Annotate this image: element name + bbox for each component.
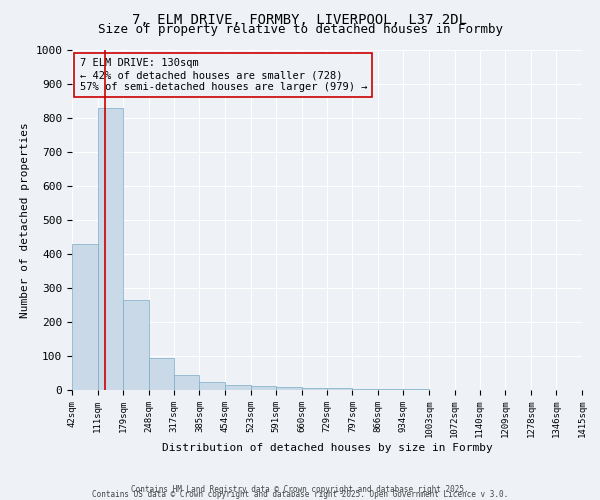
Bar bbox=[302, 388, 327, 390]
Bar bbox=[276, 386, 302, 390]
Bar bbox=[251, 386, 276, 390]
Bar bbox=[72, 244, 98, 390]
Bar bbox=[327, 388, 352, 390]
Bar bbox=[225, 385, 251, 390]
Bar bbox=[149, 358, 174, 390]
Bar bbox=[199, 382, 225, 390]
Text: 7, ELM DRIVE, FORMBY, LIVERPOOL, L37 2DL: 7, ELM DRIVE, FORMBY, LIVERPOOL, L37 2DL bbox=[133, 12, 467, 26]
Y-axis label: Number of detached properties: Number of detached properties bbox=[20, 122, 30, 318]
Bar bbox=[123, 300, 149, 390]
X-axis label: Distribution of detached houses by size in Formby: Distribution of detached houses by size … bbox=[161, 443, 493, 453]
Text: Size of property relative to detached houses in Formby: Size of property relative to detached ho… bbox=[97, 22, 503, 36]
Text: Contains HM Land Registry data © Crown copyright and database right 2025.: Contains HM Land Registry data © Crown c… bbox=[131, 485, 469, 494]
Bar bbox=[352, 389, 378, 390]
Text: Contains OS data © Crown copyright and database right 2025. Open Government Lice: Contains OS data © Crown copyright and d… bbox=[92, 490, 508, 499]
Bar bbox=[174, 376, 199, 390]
Bar bbox=[98, 108, 123, 390]
Text: 7 ELM DRIVE: 130sqm
← 42% of detached houses are smaller (728)
57% of semi-detac: 7 ELM DRIVE: 130sqm ← 42% of detached ho… bbox=[80, 58, 367, 92]
